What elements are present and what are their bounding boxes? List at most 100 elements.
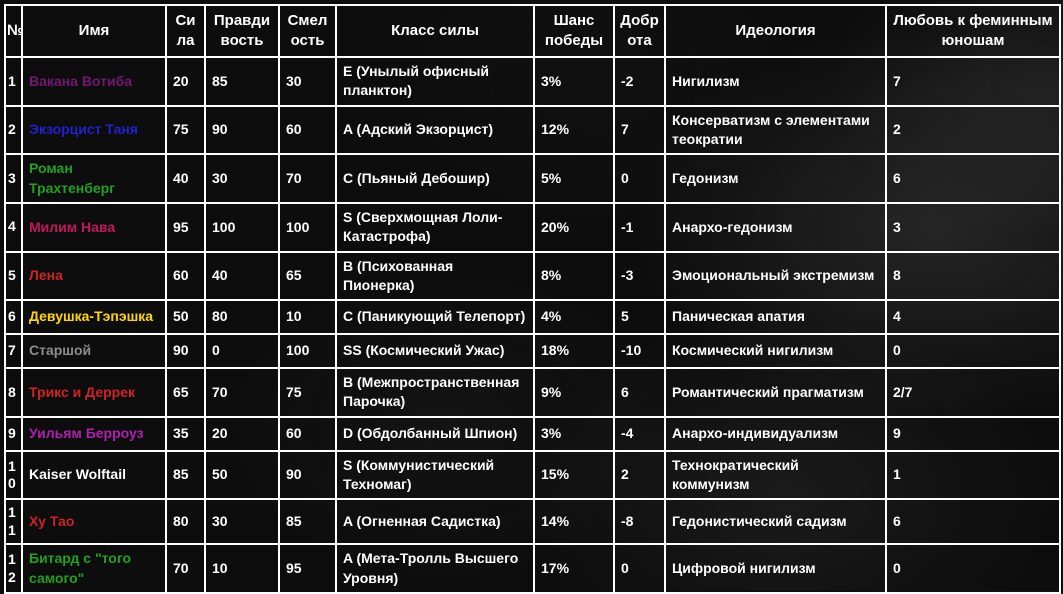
cell-love: 3 <box>885 201 1061 253</box>
cell-strength: 20 <box>165 56 206 107</box>
cell-num: 3 <box>4 153 23 204</box>
cell-truth: 100 <box>204 201 280 253</box>
table-row: 9 Уильям Берроуз 35 20 60 D (Обдолбанный Шпио… <box>4 415 1061 452</box>
cell-win_chance: 3% <box>533 56 615 107</box>
table-row: 10 Kaiser Wolftail 85 50 90 S (Коммунистическ… <box>4 449 1061 501</box>
cell-power_class: B (Психованная Пионерка) <box>335 250 535 302</box>
cell-love: 2 <box>885 104 1061 156</box>
cell-courage: 100 <box>278 333 337 370</box>
cell-power_class: A (Адский Экзорцист) <box>335 104 535 156</box>
cell-love: 6 <box>885 153 1061 204</box>
cell-num: 11 <box>4 498 23 546</box>
cell-power_class: S (Коммунистический Техномаг) <box>335 449 535 501</box>
cell-truth: 70 <box>204 367 280 418</box>
cell-love: 1 <box>885 449 1061 501</box>
cell-kindness: -2 <box>613 56 666 107</box>
table-body: 1 Вакана Вотиба 20 85 30 E (Унылый офисный пл… <box>4 56 1061 594</box>
cell-num: 8 <box>4 367 23 418</box>
column-header-kindness: Доброта <box>613 4 666 58</box>
cell-courage: 60 <box>278 104 337 156</box>
table-row: 12 Битард с "того самого" 70 10 95 A (Мета-Тр… <box>4 543 1061 594</box>
table-row: 2 Экзорцист Таня 75 90 60 A (Адский Экзорцист… <box>4 104 1061 156</box>
cell-love: 6 <box>885 498 1061 546</box>
cell-courage: 10 <box>278 299 337 336</box>
cell-name: Трикс и Деррек <box>21 367 167 418</box>
cell-ideology: Технократический коммунизм <box>664 449 887 501</box>
cell-kindness: 6 <box>613 367 666 418</box>
cell-strength: 95 <box>165 201 206 253</box>
cell-power_class: C (Паникующий Телепорт) <box>335 299 535 336</box>
cell-power_class: C (Пьяный Дебошир) <box>335 153 535 204</box>
cell-ideology: Консерватизм с элементами теократии <box>664 104 887 156</box>
cell-name: Битард с "того самого" <box>21 543 167 594</box>
cell-power_class: SS (Космический Ужас) <box>335 333 535 370</box>
cell-courage: 65 <box>278 250 337 302</box>
cell-strength: 80 <box>165 498 206 546</box>
table-header: № Имя Сила Правдивость Смелость Класс силы Шан… <box>4 4 1061 58</box>
cell-ideology: Гедонистический садизм <box>664 498 887 546</box>
cell-kindness: -1 <box>613 201 666 253</box>
cell-kindness: 0 <box>613 153 666 204</box>
table-row: 7 Старшой 90 0 100 SS (Космический Ужас) 18% -1… <box>4 333 1061 370</box>
cell-num: 1 <box>4 56 23 107</box>
cell-num: 10 <box>4 449 23 501</box>
cell-win_chance: 14% <box>533 498 615 546</box>
cell-name: Kaiser Wolftail <box>21 449 167 501</box>
cell-win_chance: 9% <box>533 367 615 418</box>
cell-power_class: A (Мета-Тролль Высшего Уровня) <box>335 543 535 594</box>
cell-strength: 40 <box>165 153 206 204</box>
cell-ideology: Романтический прагматизм <box>664 367 887 418</box>
cell-kindness: 5 <box>613 299 666 336</box>
cell-power_class: B (Межпространственная Парочка) <box>335 367 535 418</box>
cell-truth: 20 <box>204 415 280 452</box>
cell-win_chance: 3% <box>533 415 615 452</box>
cell-num: 7 <box>4 333 23 370</box>
cell-truth: 30 <box>204 498 280 546</box>
cell-courage: 70 <box>278 153 337 204</box>
cell-love: 4 <box>885 299 1061 336</box>
column-header-strength: Сила <box>165 4 206 58</box>
table-row: 5 Лена 60 40 65 B (Психованная Пионерка) 8% -3 Э… <box>4 250 1061 302</box>
cell-num: 2 <box>4 104 23 156</box>
cell-ideology: Эмоциональный экстремизм <box>664 250 887 302</box>
table-row: 4 Милим Нава 95 100 100 S (Сверхмощная Лоли-К… <box>4 201 1061 253</box>
cell-courage: 90 <box>278 449 337 501</box>
cell-strength: 90 <box>165 333 206 370</box>
cell-courage: 60 <box>278 415 337 452</box>
cell-num: 9 <box>4 415 23 452</box>
cell-win_chance: 8% <box>533 250 615 302</box>
cell-kindness: 2 <box>613 449 666 501</box>
cell-strength: 35 <box>165 415 206 452</box>
cell-love: 9 <box>885 415 1061 452</box>
cell-courage: 30 <box>278 56 337 107</box>
column-header-power_class: Класс силы <box>335 4 535 58</box>
cell-num: 6 <box>4 299 23 336</box>
cell-courage: 85 <box>278 498 337 546</box>
cell-name: Старшой <box>21 333 167 370</box>
cell-ideology: Космический нигилизм <box>664 333 887 370</box>
cell-ideology: Анархо-индивидуализм <box>664 415 887 452</box>
cell-name: Уильям Берроуз <box>21 415 167 452</box>
cell-win_chance: 4% <box>533 299 615 336</box>
cell-kindness: -4 <box>613 415 666 452</box>
table-row: 11 Ху Тао 80 30 85 A (Огненная Садистка) 14% -8… <box>4 498 1061 546</box>
cell-num: 4 <box>4 201 23 253</box>
cell-name: Ху Тао <box>21 498 167 546</box>
table-row: 3 Роман Трахтенберг 40 30 70 C (Пьяный Дебоши… <box>4 153 1061 204</box>
cell-name: Милим Нава <box>21 201 167 253</box>
column-header-ideology: Идеология <box>664 4 887 58</box>
cell-win_chance: 18% <box>533 333 615 370</box>
cell-name: Девушка-Тэпэшка <box>21 299 167 336</box>
cell-ideology: Анархо-гедонизм <box>664 201 887 253</box>
cell-truth: 85 <box>204 56 280 107</box>
cell-truth: 80 <box>204 299 280 336</box>
cell-power_class: A (Огненная Садистка) <box>335 498 535 546</box>
characters-table: № Имя Сила Правдивость Смелость Класс силы Шан… <box>4 4 1061 594</box>
cell-power_class: E (Унылый офисный планктон) <box>335 56 535 107</box>
table-row: 8 Трикс и Деррек 65 70 75 B (Межпространствен… <box>4 367 1061 418</box>
cell-love: 2/7 <box>885 367 1061 418</box>
cell-power_class: S (Сверхмощная Лоли-Катастрофа) <box>335 201 535 253</box>
cell-num: 12 <box>4 543 23 594</box>
cell-kindness: -3 <box>613 250 666 302</box>
column-header-truth: Правдивость <box>204 4 280 58</box>
